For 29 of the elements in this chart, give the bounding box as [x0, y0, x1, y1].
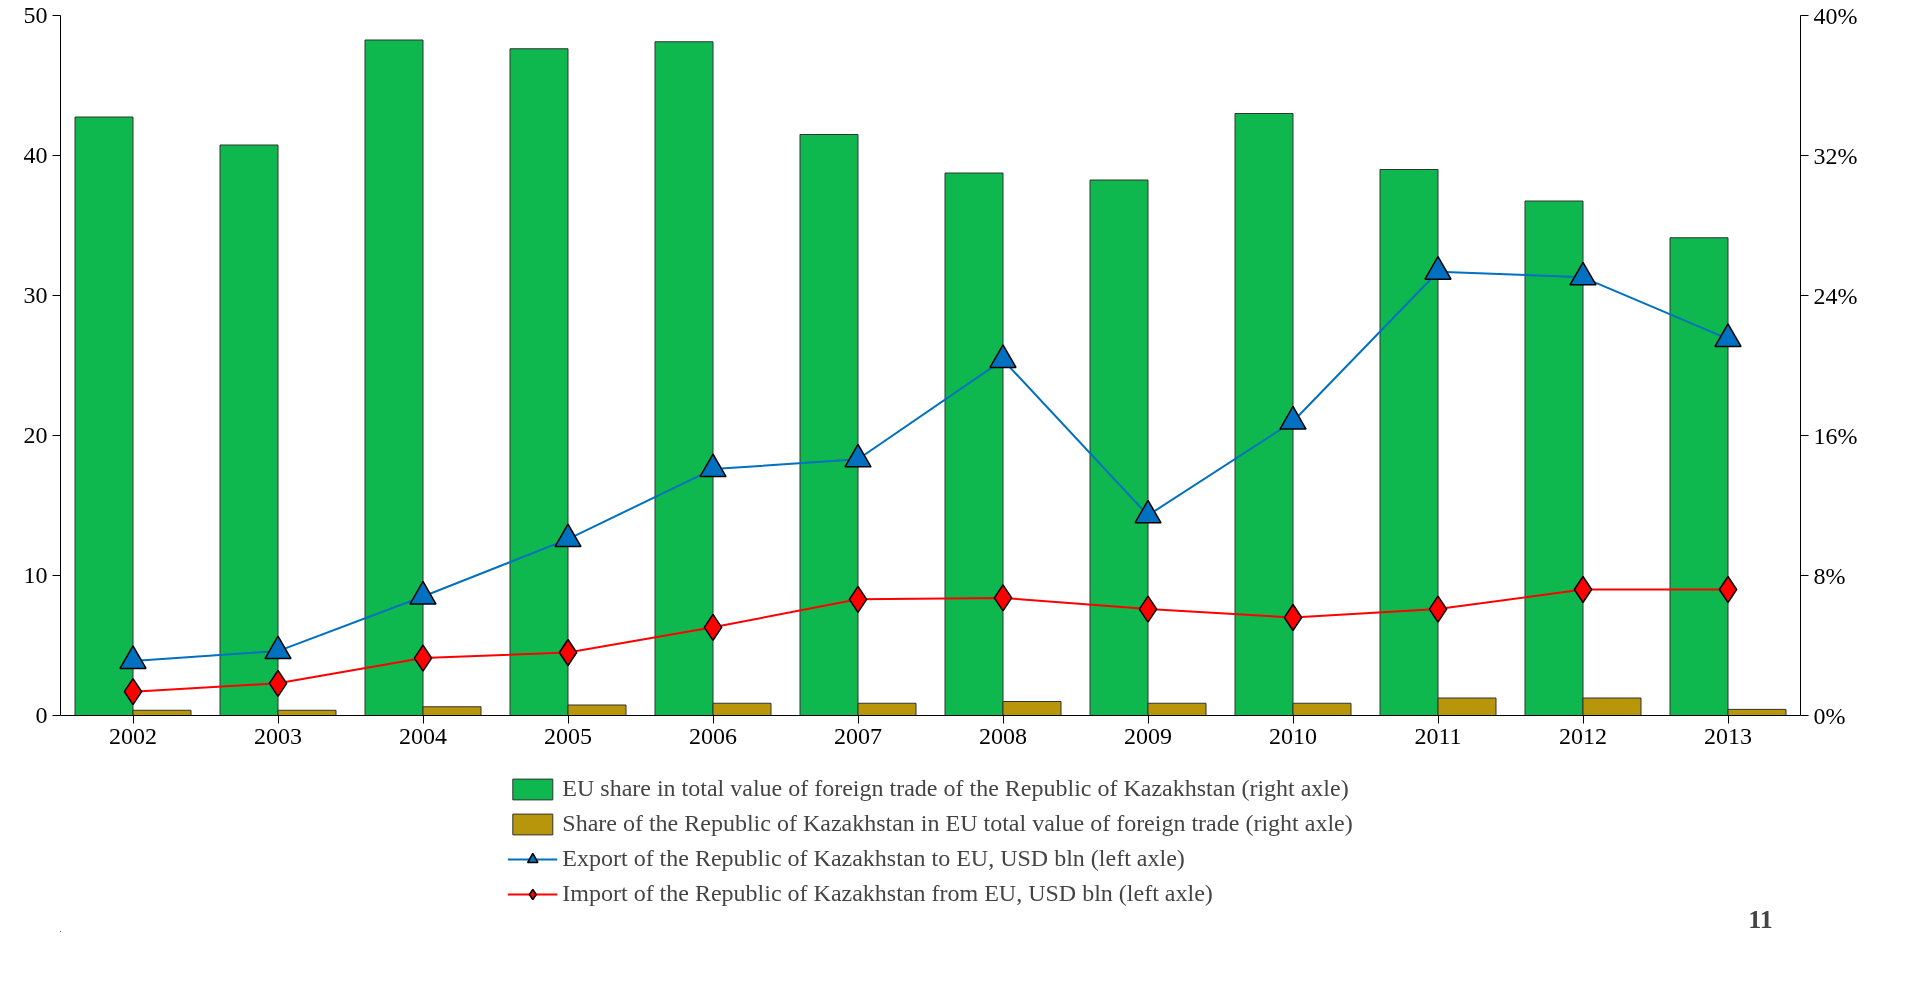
legend-label: Import of the Republic of Kazakhstan from EU, USD bln (left axle)	[562, 880, 1213, 907]
x-tick-label: 2004	[399, 722, 447, 749]
y2-tick-label: 24%	[1813, 282, 1858, 309]
x-tick-label: 2006	[689, 722, 737, 749]
x-tick-label: 2005	[544, 722, 592, 749]
y2-tick-label: 32%	[1813, 142, 1858, 169]
y-tick-label: 10	[23, 562, 48, 588]
legend-label: EU share in total value of foreign trade of the Republic of Kazakhstan (right axle)	[562, 775, 1349, 802]
y2-tick-label: 40%	[1813, 2, 1858, 29]
x-tick-label: 2007	[834, 722, 882, 749]
legend-label: Share of the Republic of Kazakhstan in EU total value of foreign trade (right axle)	[562, 810, 1353, 837]
x-tick-label: 2010	[1269, 722, 1317, 749]
x-tick-label: 2002	[109, 722, 157, 749]
y-tick-label: 0	[35, 702, 48, 728]
x-tick-label: 2013	[1704, 722, 1752, 749]
x-tick-label: 2009	[1124, 722, 1172, 749]
x-tick-label: 2012	[1559, 722, 1607, 749]
x-tick-label: 2003	[254, 722, 302, 749]
y-tick-label: 30	[23, 282, 48, 308]
x-tick-label: 2008	[979, 722, 1027, 749]
legend-label: Export of the Republic of Kazakhstan to EU, USD bln (left axle)	[562, 845, 1185, 872]
y2-tick-label: 8%	[1813, 562, 1846, 589]
y-tick-label: 50	[23, 2, 48, 28]
y2-tick-label: 0%	[1813, 702, 1846, 729]
text: 11	[1748, 904, 1773, 934]
y2-tick-label: 16%	[1813, 422, 1858, 449]
y-tick-label: 40	[23, 142, 48, 168]
y-tick-label: 20	[23, 422, 48, 448]
x-tick-label: 2011	[1414, 722, 1462, 749]
